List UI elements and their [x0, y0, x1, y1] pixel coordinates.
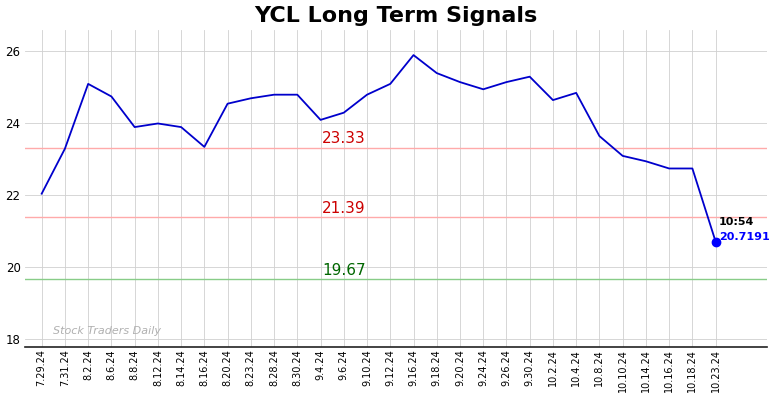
Text: Stock Traders Daily: Stock Traders Daily	[53, 326, 162, 336]
Text: 10:54: 10:54	[719, 217, 754, 227]
Text: 21.39: 21.39	[322, 201, 365, 216]
Text: 23.33: 23.33	[322, 131, 365, 146]
Text: 20.7191: 20.7191	[719, 232, 770, 242]
Text: 19.67: 19.67	[322, 263, 365, 278]
Title: YCL Long Term Signals: YCL Long Term Signals	[255, 6, 538, 25]
